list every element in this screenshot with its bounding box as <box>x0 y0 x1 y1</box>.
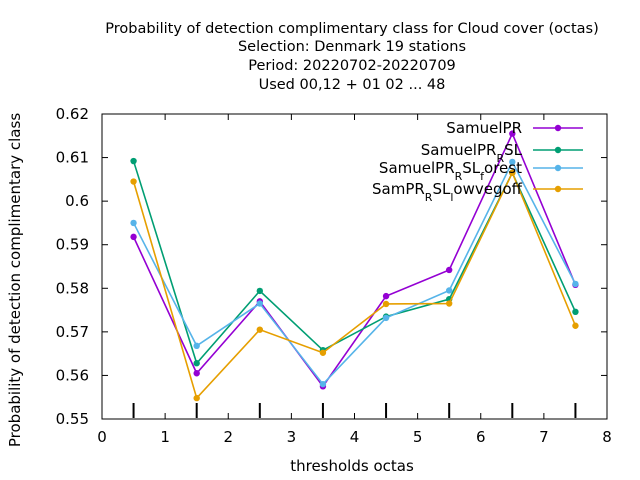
data-point <box>509 169 516 177</box>
series-line <box>132 160 577 386</box>
title-line-1: Probability of detection complimentary c… <box>105 21 599 37</box>
y-tick-label: 0.56 <box>56 366 89 384</box>
plot-frame <box>101 113 608 420</box>
x-tick-label: 5 <box>413 428 423 446</box>
series-layer <box>130 130 579 402</box>
y-tick-label: 0.57 <box>56 323 89 341</box>
title-line-4: Used 00,12 + 01 02 ... 48 <box>259 77 446 93</box>
x-tick-label: 0 <box>97 428 107 446</box>
x-tick-label: 4 <box>350 428 360 446</box>
series-3 <box>130 158 579 388</box>
y-tick-label: 0.6 <box>65 192 89 210</box>
x-tick-label: 3 <box>287 428 297 446</box>
data-point <box>319 349 327 356</box>
y-tick-label: 0.55 <box>56 410 89 428</box>
data-point <box>445 300 453 307</box>
y-tick-label: 0.58 <box>56 279 89 297</box>
legend-label: SamuelPR <box>446 119 522 137</box>
series-line <box>132 170 577 400</box>
data-point <box>382 300 390 308</box>
data-point <box>572 308 579 316</box>
data-point <box>130 233 137 241</box>
y-tick-label: 0.59 <box>56 236 89 254</box>
legend-label: SamuelPRRSLforest <box>379 159 522 183</box>
data-point <box>382 314 390 322</box>
y-tick-label: 0.62 <box>56 105 89 123</box>
data-point <box>319 380 327 388</box>
data-point <box>193 370 200 377</box>
y-tick-label: 0.61 <box>56 149 89 167</box>
series-4 <box>130 169 579 402</box>
data-point <box>256 326 264 333</box>
data-point <box>193 342 200 349</box>
data-point <box>509 130 516 137</box>
x-tick-labels: 0 1 2 3 4 5 6 7 8 <box>97 428 612 446</box>
x-tick-label: 1 <box>160 428 170 446</box>
data-point <box>445 266 453 274</box>
data-point <box>193 360 200 367</box>
data-point <box>256 287 264 295</box>
x-tick-label: 2 <box>223 428 233 446</box>
data-point <box>572 280 579 288</box>
legend-label: SamuelPRRSL <box>421 141 523 165</box>
legend-marker <box>554 185 562 193</box>
data-point <box>193 394 200 402</box>
tick-marks <box>101 113 608 420</box>
legend-marker <box>554 124 562 132</box>
x-tick-label: 6 <box>476 428 486 446</box>
data-point <box>445 287 453 294</box>
x-tick-label: 7 <box>539 428 549 446</box>
data-point <box>572 322 579 329</box>
data-point <box>130 157 137 165</box>
data-point <box>130 219 137 227</box>
data-point <box>382 292 390 300</box>
data-point <box>130 178 137 185</box>
data-point <box>509 158 516 166</box>
legend: SamuelPR SamuelPRRSLSamuelPRRSLforestSamP… <box>372 119 583 204</box>
x-tick-label: 8 <box>602 428 612 446</box>
threshold-markers <box>132 403 577 418</box>
legend-marker <box>554 164 562 172</box>
y-axis-label: Probability of detection complimentary c… <box>6 113 24 447</box>
data-point <box>256 300 264 307</box>
chart-title: Probability of detection complimentary c… <box>105 21 599 93</box>
legend-marker <box>554 146 562 154</box>
title-line-2: Selection: Denmark 19 stations <box>238 39 466 55</box>
x-axis-label: thresholds octas <box>290 457 414 475</box>
legend-label: SamPRRSLlowvegoff <box>372 180 523 204</box>
y-tick-labels: 0.55 0.56 0.57 0.58 0.59 0.6 0.61 0.62 <box>56 105 89 428</box>
series-line <box>132 131 577 388</box>
title-line-3: Period: 20220702-20220709 <box>248 58 456 74</box>
